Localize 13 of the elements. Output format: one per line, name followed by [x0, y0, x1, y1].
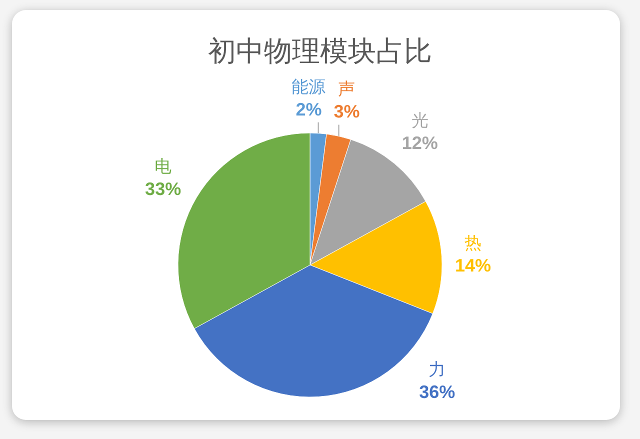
chart-title: 初中物理模块占比 — [208, 34, 432, 68]
slice-label: 声 — [338, 80, 356, 100]
data-label: 14% — [455, 256, 492, 276]
data-label: 33% — [145, 179, 182, 200]
data-label: 2% — [296, 99, 322, 120]
slice-label: 力 — [428, 360, 446, 380]
slice-label: 能源 — [292, 77, 326, 98]
slice-label: 光 — [411, 111, 428, 132]
data-label: 12% — [402, 133, 438, 154]
slice-label: 电 — [154, 157, 172, 178]
data-label: 3% — [334, 102, 360, 122]
data-label: 36% — [419, 382, 456, 402]
slice-label: 热 — [464, 234, 482, 254]
